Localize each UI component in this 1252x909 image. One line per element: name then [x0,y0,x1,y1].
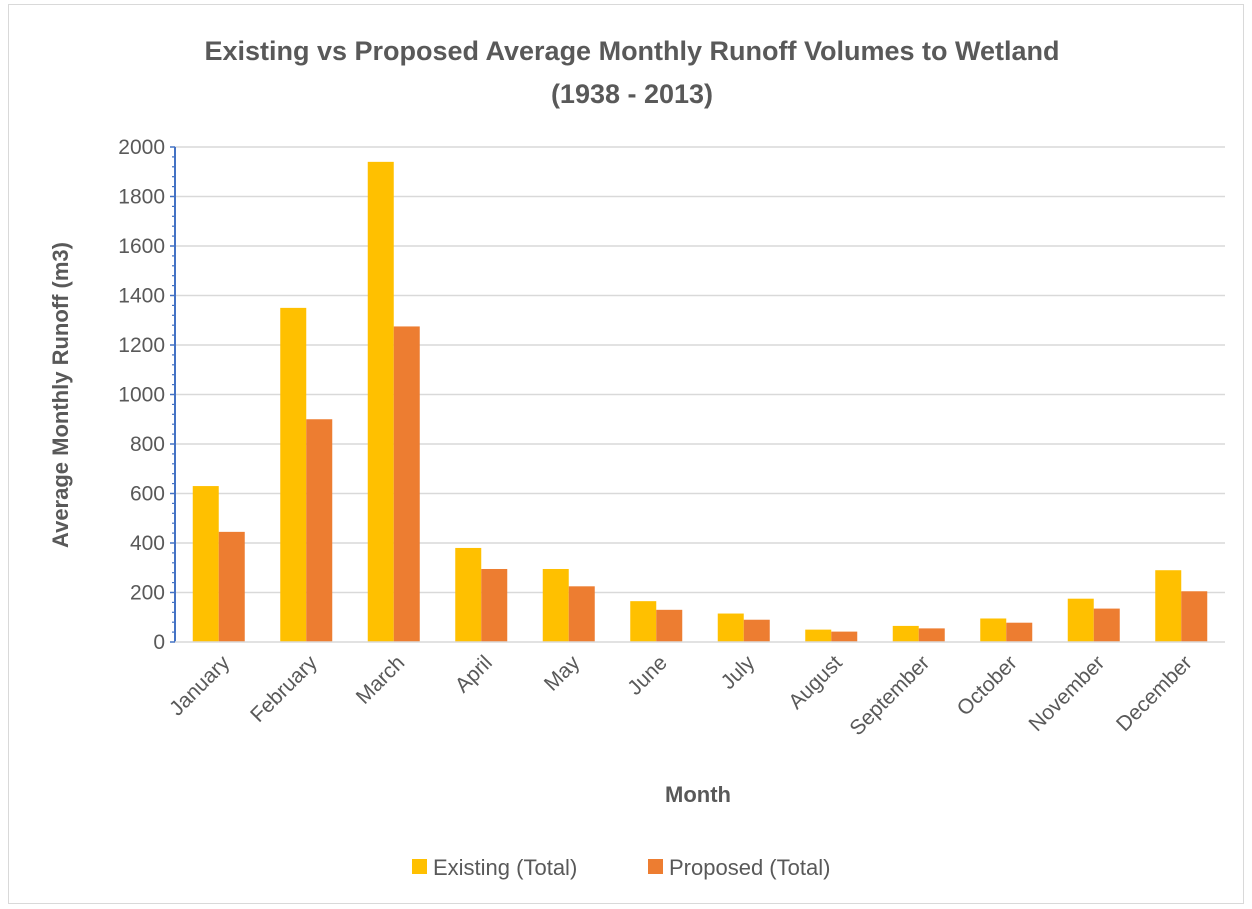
legend-swatch [648,859,663,874]
y-tick-label: 2000 [118,136,165,159]
bar-proposed-november [1093,608,1120,642]
legend: Existing (Total) Proposed (Total) [412,855,830,880]
y-tick-label: 1600 [118,235,165,258]
x-tick-label: September [845,651,934,740]
x-axis-title: Month [665,782,731,807]
y-tick-label: 0 [153,631,165,654]
x-tick-label: June [623,651,671,699]
bar-proposed-september [918,628,945,642]
bar-proposed-july [743,619,770,642]
x-tick-label: February [246,651,322,727]
y-tick-label: 600 [130,483,165,506]
gridlines [175,146,1225,594]
x-axis: January February March April May June July Augu… [165,641,1225,740]
bar-existing-december [1155,570,1182,642]
bar-existing-october [980,618,1007,642]
bar-proposed-june [656,609,683,642]
bar-existing-june [630,601,657,642]
chart-subtitle: (1938 - 2013) [551,79,713,109]
bar-proposed-october [1006,622,1033,642]
bar-proposed-december [1181,591,1208,642]
y-axis-title: Average Monthly Runoff (m3) [48,242,73,548]
bar-existing-april [455,547,482,642]
legend-label: Existing (Total) [433,855,577,880]
y-tick-label: 400 [130,532,165,555]
y-axis: 0 200 400 600 800 1000 1200 1400 1600 1800 2000 [118,136,176,654]
x-tick-label: December [1112,651,1197,736]
y-tick-label: 1000 [118,384,165,407]
y-tick-label: 1400 [118,285,165,308]
bar-proposed-march [393,326,420,642]
bar-existing-may [542,568,569,642]
bar-existing-january [192,486,219,642]
x-tick-label: August [784,651,847,714]
x-tick-label: January [165,651,234,720]
x-tick-label: April [451,651,497,697]
bars-group [192,161,1208,642]
legend-swatch [412,859,427,874]
chart-frame [8,4,1244,904]
legend-label: Proposed (Total) [669,855,830,880]
bar-existing-august [805,629,832,642]
bar-proposed-january [218,531,245,642]
x-tick-label: March [352,651,410,709]
x-tick-label: July [717,651,760,694]
bar-existing-september [892,625,919,642]
y-tick-label: 800 [130,433,165,456]
chart-title: Existing vs Proposed Average Monthly Run… [204,36,1059,66]
bar-existing-november [1067,598,1094,642]
bar-proposed-april [481,568,508,642]
bar-existing-february [280,307,307,642]
x-tick-label: November [1025,651,1110,736]
bar-proposed-august [831,631,858,642]
y-tick-label: 200 [130,582,165,605]
x-tick-label: May [540,651,585,696]
bar-existing-july [717,613,744,642]
x-tick-label: October [953,651,1022,720]
y-tick-label: 1800 [118,186,165,209]
bar-existing-march [367,161,394,642]
bar-proposed-may [568,586,595,642]
bar-proposed-february [306,419,333,642]
y-tick-label: 1200 [118,334,165,357]
